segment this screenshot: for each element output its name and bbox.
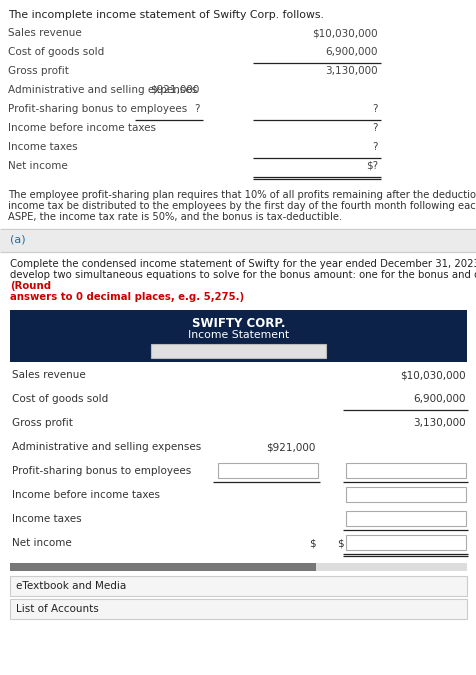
- Bar: [345, 487, 465, 502]
- Text: (Round: (Round: [10, 281, 51, 291]
- Text: $?: $?: [365, 161, 377, 171]
- Text: Profit-sharing bonus to employees: Profit-sharing bonus to employees: [8, 104, 187, 114]
- Text: The incomplete income statement of Swifty Corp. follows.: The incomplete income statement of Swift…: [8, 10, 323, 20]
- Text: SWIFTY CORP.: SWIFTY CORP.: [191, 317, 285, 330]
- Bar: [218, 463, 317, 478]
- Text: 3,130,000: 3,130,000: [325, 66, 377, 76]
- Text: $: $: [337, 538, 343, 548]
- Text: The employee profit-sharing plan requires that 10% of all profits remaining afte: The employee profit-sharing plan require…: [8, 190, 476, 200]
- Text: eTextbook and Media: eTextbook and Media: [16, 581, 126, 591]
- Bar: [10, 576, 466, 596]
- Text: 6,900,000: 6,900,000: [413, 394, 465, 404]
- Text: Gross profit: Gross profit: [8, 66, 69, 76]
- Text: $921,000: $921,000: [150, 85, 199, 95]
- Text: Income before income taxes: Income before income taxes: [12, 490, 159, 500]
- Text: Profit-sharing bonus to employees: Profit-sharing bonus to employees: [12, 466, 191, 476]
- Text: Income taxes: Income taxes: [8, 142, 78, 152]
- Text: Administrative and selling expenses: Administrative and selling expenses: [12, 442, 201, 452]
- Text: develop two simultaneous equations to solve for the bonus amount: one for the bo: develop two simultaneous equations to so…: [10, 270, 476, 280]
- Text: Income before income taxes: Income before income taxes: [8, 123, 156, 133]
- Text: 3,130,000: 3,130,000: [413, 418, 465, 428]
- Text: Administrative and selling expenses: Administrative and selling expenses: [8, 85, 197, 95]
- Text: (a): (a): [10, 235, 26, 245]
- Text: ?: ?: [372, 142, 377, 152]
- Bar: [151, 344, 325, 358]
- Text: ?: ?: [372, 104, 377, 114]
- Text: Income taxes: Income taxes: [12, 514, 81, 524]
- Text: income tax be distributed to the employees by the first day of the fourth month : income tax be distributed to the employe…: [8, 201, 476, 211]
- Text: $921,000: $921,000: [266, 442, 315, 452]
- Text: Net income: Net income: [8, 161, 68, 171]
- Bar: [10, 563, 315, 571]
- Text: ?: ?: [372, 123, 377, 133]
- Bar: [10, 563, 466, 571]
- Text: Income Statement: Income Statement: [188, 330, 288, 340]
- Bar: [10, 599, 466, 619]
- Bar: [10, 310, 466, 362]
- Text: Sales revenue: Sales revenue: [8, 28, 81, 38]
- Text: $: $: [309, 538, 315, 548]
- Text: answers to 0 decimal places, e.g. 5,275.): answers to 0 decimal places, e.g. 5,275.…: [10, 292, 244, 302]
- Text: ?: ?: [194, 104, 199, 114]
- Bar: [345, 511, 465, 526]
- Text: 6,900,000: 6,900,000: [325, 47, 377, 57]
- Text: Sales revenue: Sales revenue: [12, 370, 86, 380]
- Bar: [345, 463, 465, 478]
- Text: ASPE, the income tax rate is 50%, and the bonus is tax-deductible.: ASPE, the income tax rate is 50%, and th…: [8, 212, 342, 222]
- Text: ⇕: ⇕: [313, 345, 321, 354]
- Text: $10,030,000: $10,030,000: [312, 28, 377, 38]
- Text: $10,030,000: $10,030,000: [399, 370, 465, 380]
- Text: Net income: Net income: [12, 538, 71, 548]
- Bar: [0, 230, 476, 252]
- Text: Complete the condensed income statement of Swifty for the year ended December 31: Complete the condensed income statement …: [10, 259, 476, 269]
- Text: List of Accounts: List of Accounts: [16, 604, 99, 614]
- Text: Cost of goods sold: Cost of goods sold: [8, 47, 104, 57]
- Text: Cost of goods sold: Cost of goods sold: [12, 394, 108, 404]
- Bar: [345, 535, 465, 550]
- Text: Gross profit: Gross profit: [12, 418, 73, 428]
